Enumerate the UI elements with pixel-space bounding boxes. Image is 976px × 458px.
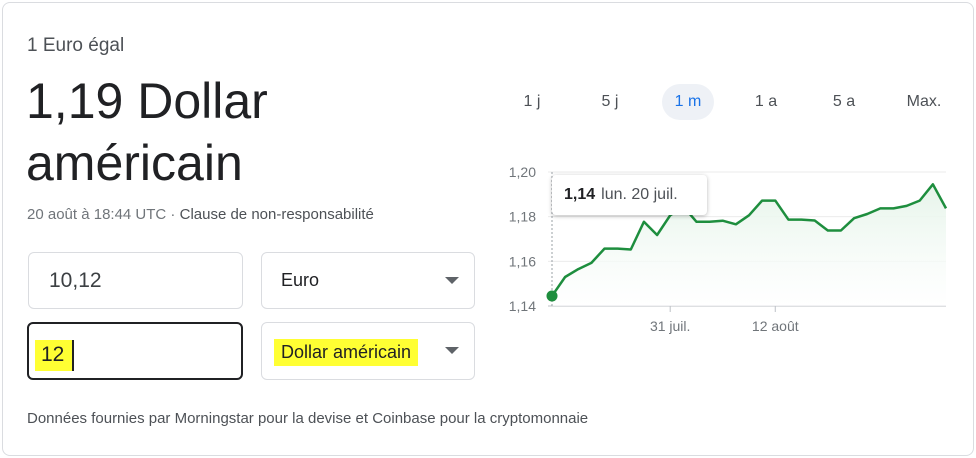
time-range-tabs: 1 j 5 j 1 m 1 a 5 a Max. bbox=[502, 84, 962, 120]
chart-tooltip: 1,14 lun. 20 juil. bbox=[552, 175, 707, 215]
range-1d-button[interactable]: 1 j bbox=[523, 93, 541, 110]
to-currency-value: Dollar américain bbox=[274, 339, 419, 366]
highlighted-point bbox=[546, 290, 558, 302]
timestamp-line: 20 août à 18:44 UTC · Clause de non-resp… bbox=[27, 206, 374, 223]
range-1y-button[interactable]: 1 a bbox=[754, 93, 778, 110]
y-tick-label: 1,18 bbox=[509, 209, 536, 225]
to-currency-select[interactable]: Dollar américain bbox=[261, 322, 475, 380]
chevron-down-icon bbox=[445, 277, 459, 284]
equals-label: 1 Euro égal bbox=[27, 35, 125, 56]
series-line bbox=[550, 183, 948, 297]
from-amount-value: 10,12 bbox=[49, 269, 102, 292]
chevron-down-icon bbox=[445, 347, 459, 354]
tooltip-value: 1,14 bbox=[564, 186, 596, 203]
from-amount-input[interactable]: 10,12 bbox=[28, 252, 243, 309]
disclaimer-link[interactable]: Clause de non-responsabilité bbox=[179, 206, 374, 223]
to-amount-input[interactable]: 12 bbox=[27, 322, 243, 380]
x-tick-label: 12 août bbox=[752, 318, 799, 334]
range-5d-button[interactable]: 5 j bbox=[601, 93, 619, 110]
y-tick-label: 1,16 bbox=[509, 253, 536, 269]
separator: · bbox=[166, 206, 180, 223]
x-tick-label: 31 juil. bbox=[650, 318, 690, 334]
exchange-rate-chart[interactable]: 1,20 1,18 1,16 1,14 31 juil. 12 août bbox=[494, 155, 960, 345]
range-5y-button[interactable]: 5 a bbox=[832, 93, 856, 110]
y-tick-label: 1,20 bbox=[509, 164, 536, 180]
conversion-result: 1,19 Dollar américain bbox=[26, 73, 268, 191]
source-note: Données fournies par Morningstar pour la… bbox=[27, 410, 589, 427]
range-max-button[interactable]: Max. bbox=[906, 93, 942, 110]
y-tick-label: 1,14 bbox=[509, 298, 536, 314]
tooltip-date: lun. 20 juil. bbox=[601, 186, 678, 203]
from-currency-value: Euro bbox=[281, 270, 320, 290]
to-amount-value: 12 bbox=[35, 340, 75, 371]
range-1m-button[interactable]: 1 m bbox=[662, 84, 714, 120]
from-currency-select[interactable]: Euro bbox=[261, 252, 475, 309]
area-fill bbox=[552, 184, 946, 306]
timestamp: 20 août à 18:44 UTC bbox=[27, 206, 167, 223]
